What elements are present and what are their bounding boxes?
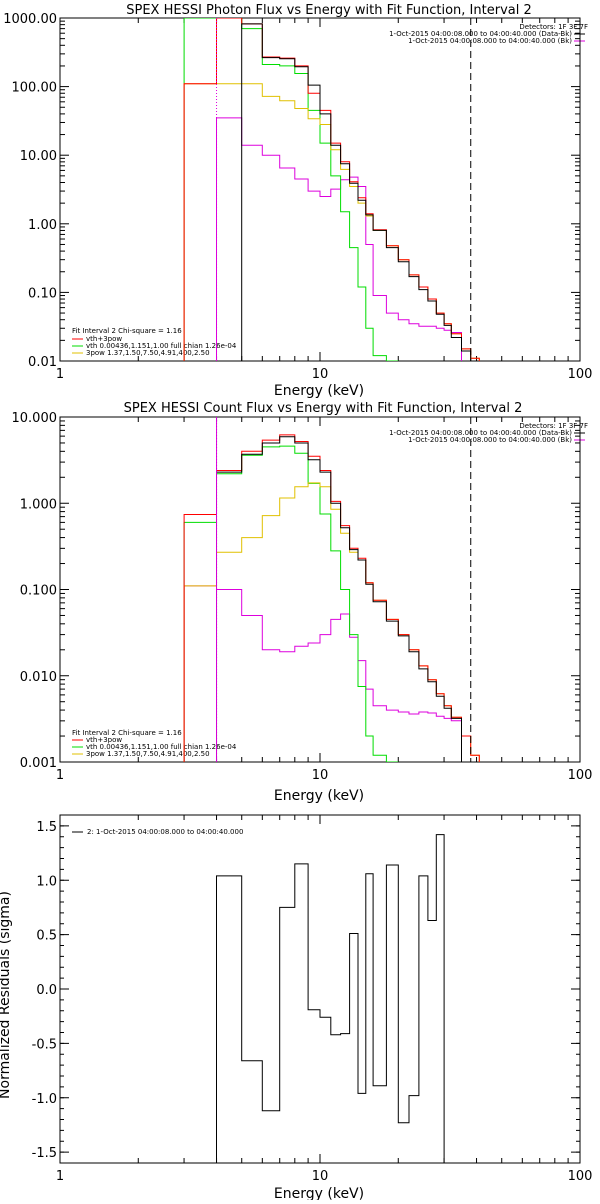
residuals-x-tick-label: 100 [568, 1169, 593, 1184]
count-legend-thermal-label: vth 0.00436,1.151,1.00 full chian 1.26e-… [86, 743, 237, 751]
count-panel-title: SPEX HESSI Count Flux vs Energy with Fit… [124, 401, 523, 416]
photon-flux-panel: SPEX HESSI Photon Flux vs Energy with Fi… [3, 3, 592, 399]
count-fit-interval-label: Fit Interval 2 Chi-square = 1.16 [72, 729, 182, 737]
photon-panel-title: SPEX HESSI Photon Flux vs Energy with Fi… [126, 3, 532, 18]
count-y-tick-label: 1.000 [20, 497, 57, 512]
residuals-y-tick-label: 1.5 [36, 820, 57, 835]
photon-y-tick-label: 1000.00 [3, 12, 57, 27]
photon-legend-powerlaw-label: 3pow 1.37,1.50,7.50,4.91,400,2.50 [86, 349, 210, 357]
photon-detectors-label: Detectors: 1F 3F 7F [519, 23, 588, 31]
residuals-y-tick-label: -1.5 [32, 1146, 57, 1161]
photon-y-tick-label: 10.00 [20, 149, 57, 164]
photon-series-data [241, 23, 472, 361]
photon-x-tick-label: 1 [56, 367, 64, 382]
photon-x-tick-label: 100 [568, 367, 593, 382]
residuals-legend-label: 2: 1-Oct-2015 04:00:08.000 to 04:00:40.0… [87, 828, 243, 836]
residuals-y-tick-label: 0.0 [36, 983, 57, 998]
residuals-legend: 2: 1-Oct-2015 04:00:08.000 to 04:00:40.0… [72, 828, 243, 836]
photon-y-tick-label: 0.10 [28, 286, 57, 301]
count-y-tick-label: 0.001 [20, 756, 57, 771]
residuals-y-tick-label: 0.5 [36, 929, 57, 944]
count-legend-total-label: vth+3pow [86, 736, 122, 744]
count-x-tick-label: 10 [312, 768, 329, 783]
residuals-panel-xlabel: Energy (keV) [274, 1186, 364, 1200]
photon-legend-thermal-label: vth 0.00436,1.151,1.00 full chian 1.26e-… [86, 342, 237, 350]
count-legend-bk-label: 1-Oct-2015 04:00:08.000 to 04:00:40.000 … [408, 436, 572, 444]
photon-series-thermal [183, 18, 399, 361]
residuals-data-layer [216, 834, 445, 1163]
photon-data-layer [183, 18, 480, 361]
count-y-tick-label: 10.000 [12, 411, 58, 426]
count-series-data [216, 436, 462, 762]
residuals-residual-series [216, 834, 445, 1163]
count-x-tick-label: 100 [568, 768, 593, 783]
residuals-y-tick-label: 1.0 [36, 874, 57, 889]
photon-fit-interval-label: Fit Interval 2 Chi-square = 1.16 [72, 327, 182, 335]
count-detectors-label: Detectors: 1F 3F 7F [519, 422, 588, 430]
count-y-tick-label: 0.010 [20, 670, 57, 685]
photon-y-tick-label: 0.01 [28, 355, 57, 370]
photon-legend-bottom: Fit Interval 2 Chi-square = 1.16 vth+3po… [72, 327, 237, 357]
photon-legend-bk-label: 1-Oct-2015 04:00:08.000 to 04:00:40.000 … [408, 37, 572, 45]
residuals-x-tick-label: 10 [312, 1169, 329, 1184]
count-y-tick-label: 0.100 [20, 584, 57, 599]
photon-x-tick-label: 10 [312, 367, 329, 382]
photon-legend-data-label: 1-Oct-2015 04:00:08.000 to 04:00:40.000 … [389, 30, 572, 38]
count-legend-powerlaw-label: 3pow 1.37,1.50,7.50,4.91,400,2.50 [86, 750, 210, 758]
count-x-tick-label: 1 [56, 768, 64, 783]
photon-y-tick-label: 1.00 [28, 218, 57, 233]
count-legend-bottom: Fit Interval 2 Chi-square = 1.16 vth+3po… [72, 729, 237, 758]
count-flux-panel: SPEX HESSI Count Flux vs Energy with Fit… [12, 401, 593, 804]
photon-y-tick-label: 100.00 [12, 81, 58, 96]
residuals-y-tick-label: -1.0 [32, 1092, 57, 1107]
photon-panel-xlabel: Energy (keV) [274, 383, 364, 399]
count-data-layer [183, 417, 480, 762]
residuals-x-tick-label: 1 [56, 1169, 64, 1184]
count-panel-xlabel: Energy (keV) [274, 788, 364, 804]
count-legend-data-label: 1-Oct-2015 04:00:08.000 to 04:00:40.000 … [389, 429, 572, 437]
photon-legend-total-label: vth+3pow [86, 335, 122, 343]
residuals-y-tick-label: -0.5 [32, 1037, 57, 1052]
residuals-panel-ylabel: Normalized Residuals (sigma) [0, 891, 13, 1099]
residuals-panel: Energy (keV) Normalized Residuals (sigma… [0, 814, 593, 1202]
